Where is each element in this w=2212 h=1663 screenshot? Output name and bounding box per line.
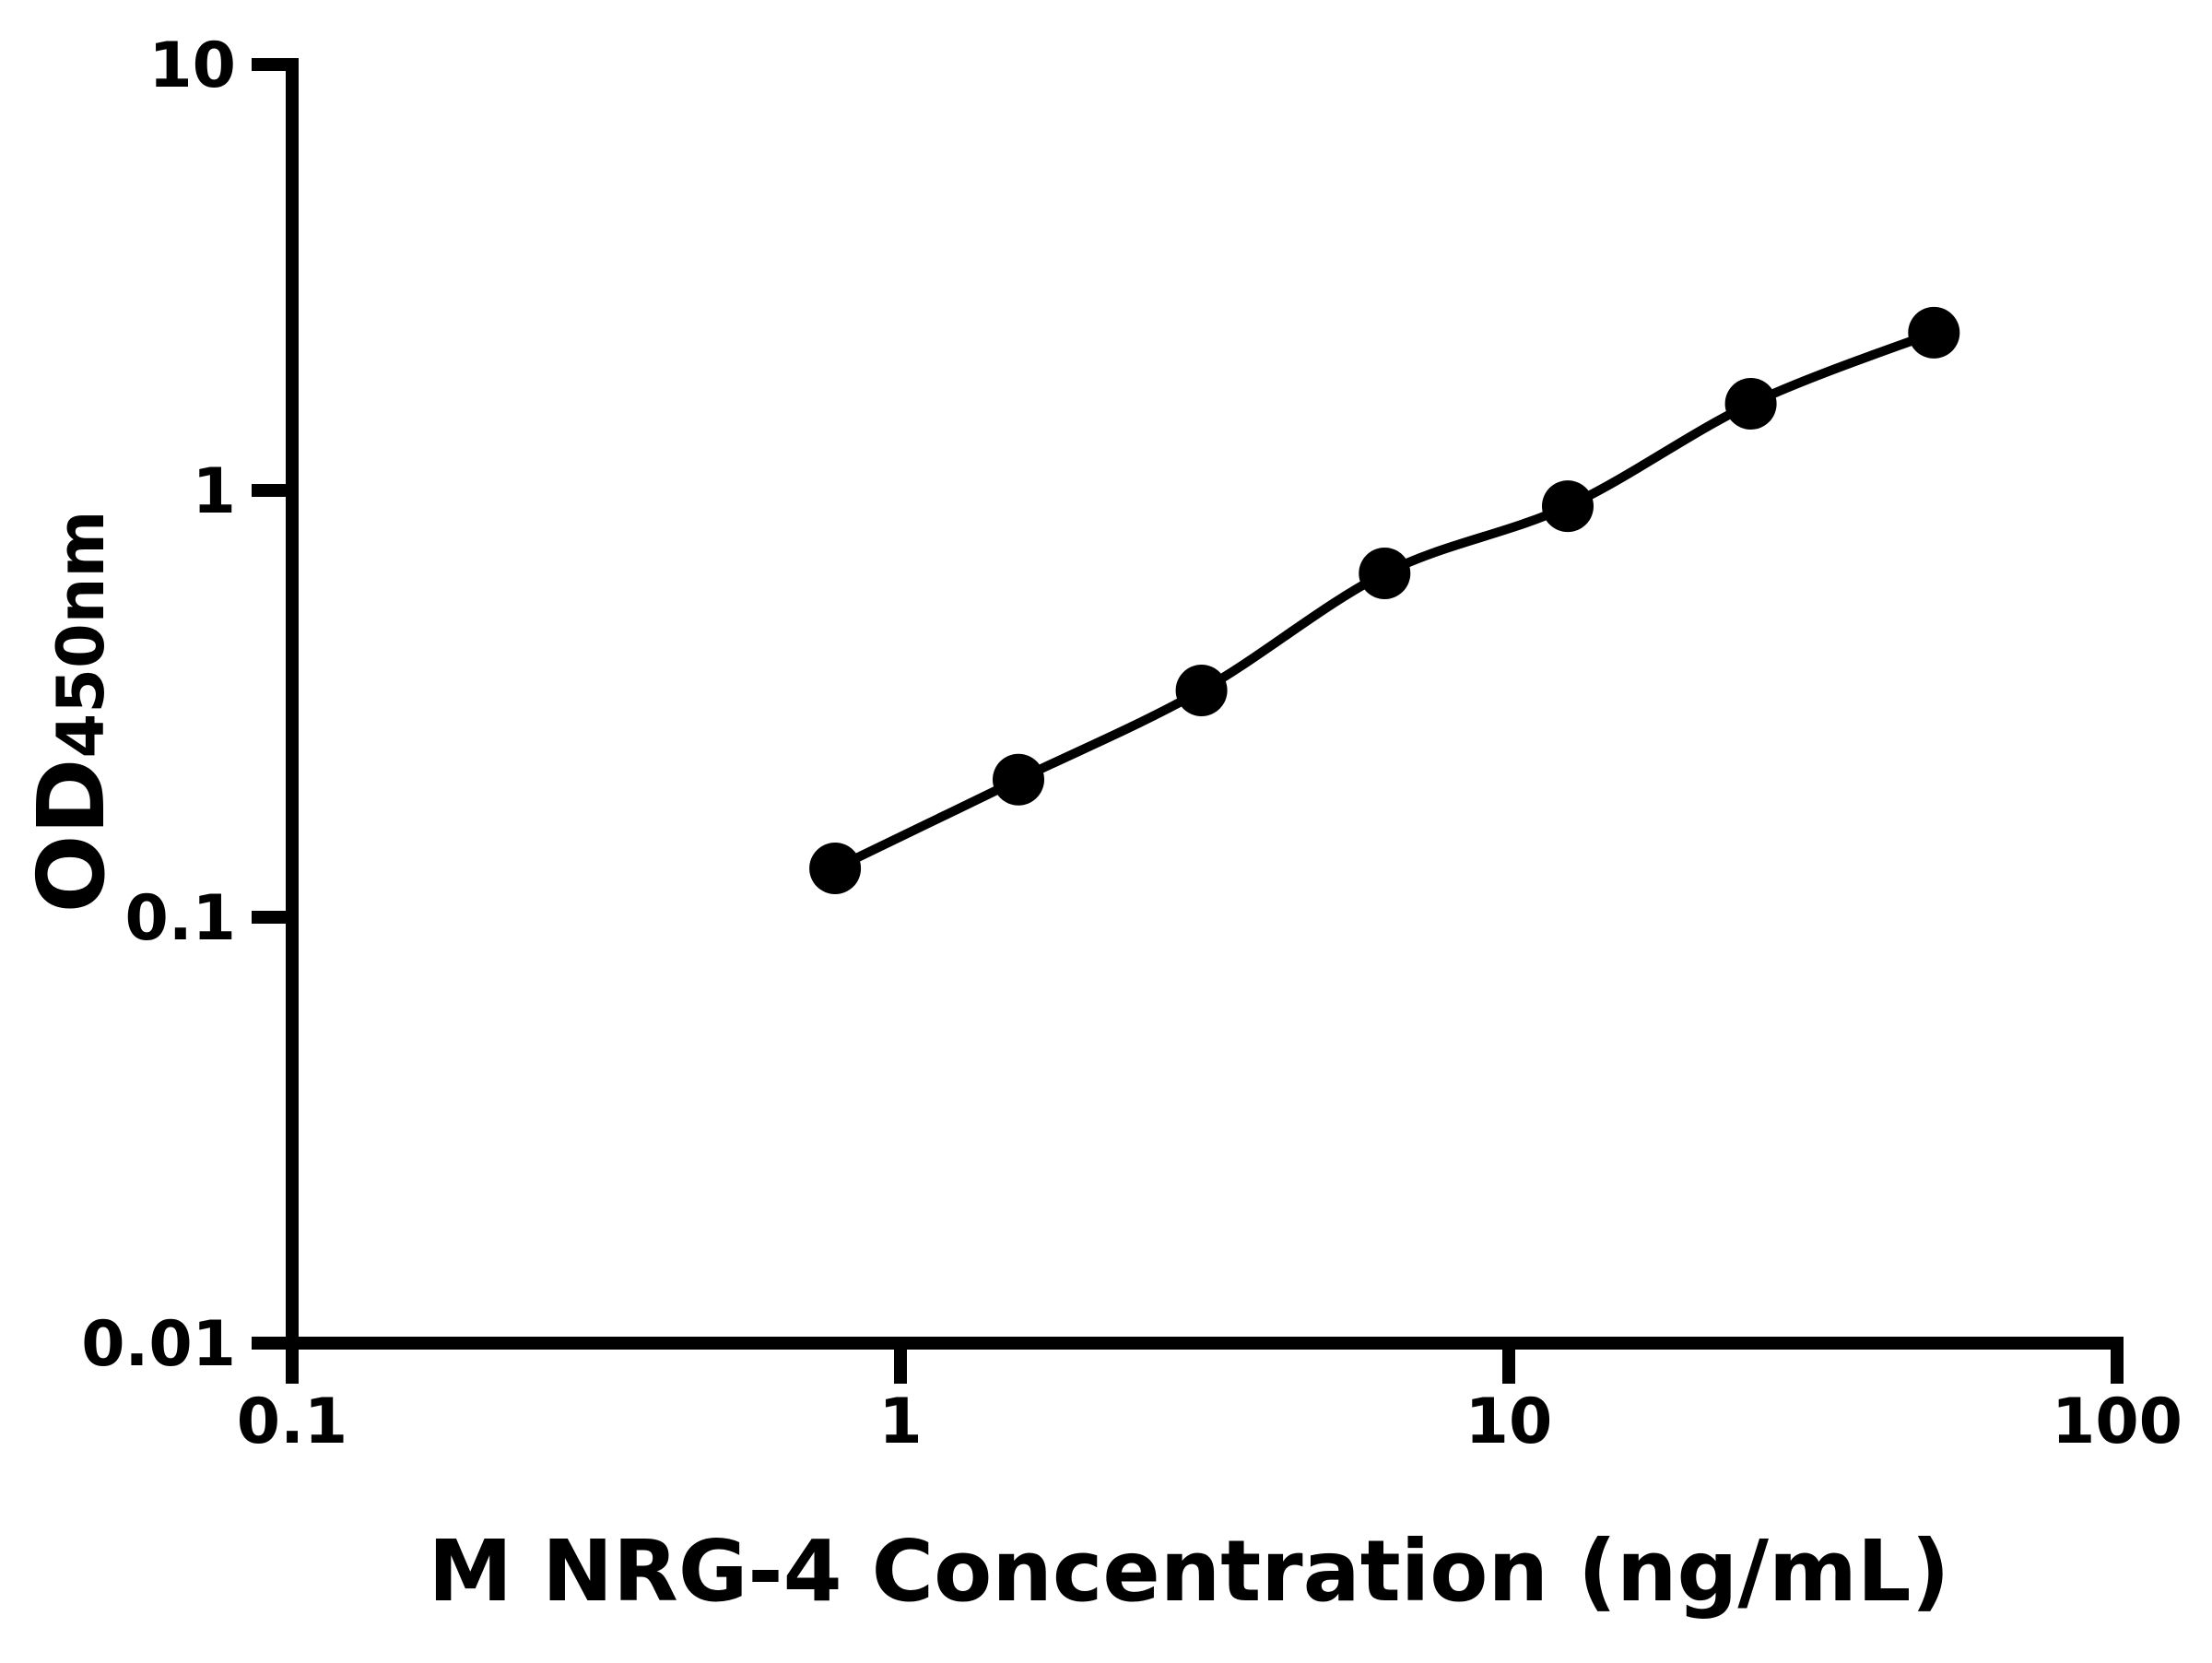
- y-tick-label-0-1: 0.1: [125, 882, 236, 955]
- x-axis-title: M NRG-4 Concentration (ng/mL): [428, 1522, 1949, 1621]
- x-tick-labels: 0.1 1 10 100: [237, 1386, 2183, 1458]
- x-tick-label-0-1: 0.1: [237, 1386, 347, 1458]
- data-point: [1908, 306, 1960, 359]
- data-point: [1359, 548, 1411, 599]
- y-axis-title: OD450nm: [18, 511, 125, 914]
- y-tick-label-0-01: 0.01: [81, 1308, 236, 1381]
- data-point: [1175, 665, 1228, 716]
- axes-spines: [286, 58, 2124, 1350]
- y-tick-label-1: 1: [193, 455, 236, 528]
- x-tick-label-1: 1: [878, 1386, 922, 1458]
- x-tick-label-100: 100: [2052, 1386, 2183, 1458]
- y-axis-title-subscript: 450nm: [43, 511, 119, 759]
- y-axis-title-main: OD: [18, 758, 125, 913]
- data-point: [1724, 378, 1777, 430]
- x-tick-label-10: 10: [1465, 1386, 1553, 1458]
- axis-ticks: [252, 58, 2124, 1384]
- data-points-group: [809, 306, 1960, 894]
- y-tick-label-10: 10: [148, 29, 236, 102]
- data-point: [809, 843, 862, 894]
- y-tick-labels: 10 1 0.1 0.01: [81, 29, 236, 1381]
- data-point: [993, 753, 1044, 806]
- data-point: [1542, 480, 1594, 533]
